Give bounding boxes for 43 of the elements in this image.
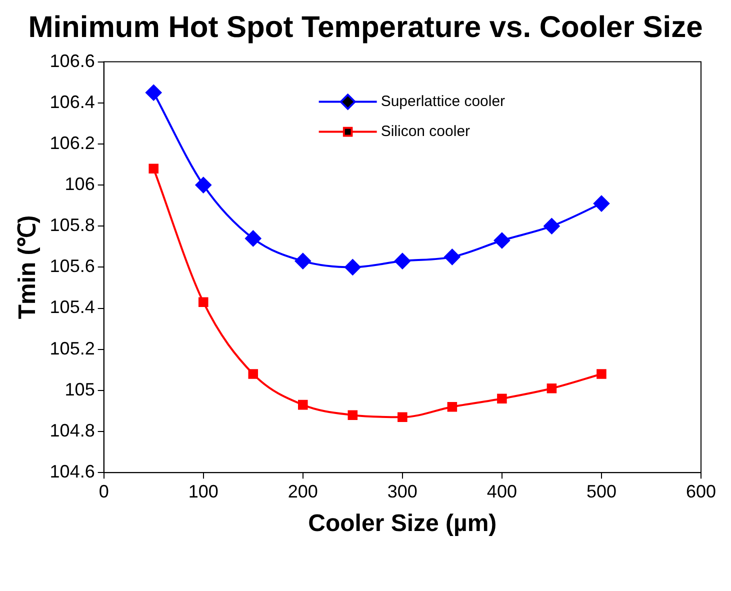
point xyxy=(348,410,358,420)
x-tick-label: 200 xyxy=(288,481,318,502)
point xyxy=(398,412,408,422)
chart-title: Minimum Hot Spot Temperature vs. Cooler Size xyxy=(27,10,704,46)
y-tick-label: 106.6 xyxy=(50,50,95,71)
point xyxy=(148,164,158,174)
y-tick-label: 106.2 xyxy=(50,132,95,153)
legend-label: Superlattice cooler xyxy=(380,92,506,110)
point xyxy=(146,84,162,101)
y-tick-label: 106 xyxy=(64,174,95,194)
point xyxy=(344,259,361,276)
y-tick-label: 105.6 xyxy=(50,256,95,276)
point xyxy=(245,230,262,246)
x-tick-label: 500 xyxy=(586,481,616,502)
point xyxy=(546,383,557,394)
point xyxy=(394,253,410,270)
y-axis-title: Tmin (℃) xyxy=(14,215,42,320)
y-tick-label: 105 xyxy=(64,379,95,400)
point xyxy=(294,253,311,270)
point xyxy=(447,402,458,412)
x-tick-label: 400 xyxy=(486,481,517,502)
x-tick-label: 600 xyxy=(686,481,716,502)
legend-label: Silicon cooler xyxy=(380,122,470,140)
point xyxy=(298,400,308,410)
point xyxy=(248,369,258,379)
point xyxy=(593,196,610,212)
y-tick-label: 105.8 xyxy=(50,215,95,236)
y-tick-label: 105.2 xyxy=(50,338,95,358)
point xyxy=(444,248,460,265)
point xyxy=(596,369,606,379)
point xyxy=(494,232,510,248)
point xyxy=(198,297,208,308)
x-tick-label: 300 xyxy=(387,481,418,502)
x-tick-label: 0 xyxy=(98,481,109,502)
y-tick-label: 105.4 xyxy=(50,297,95,318)
point xyxy=(497,394,507,404)
point xyxy=(544,218,560,234)
x-tick-label: 100 xyxy=(188,481,218,502)
y-tick-label: 104.8 xyxy=(50,420,95,440)
point xyxy=(195,177,212,194)
y-tick-label: 104.6 xyxy=(50,462,95,482)
y-tick-label: 106.4 xyxy=(50,92,95,112)
x-axis-title: Cooler Size (µm) xyxy=(308,510,497,538)
